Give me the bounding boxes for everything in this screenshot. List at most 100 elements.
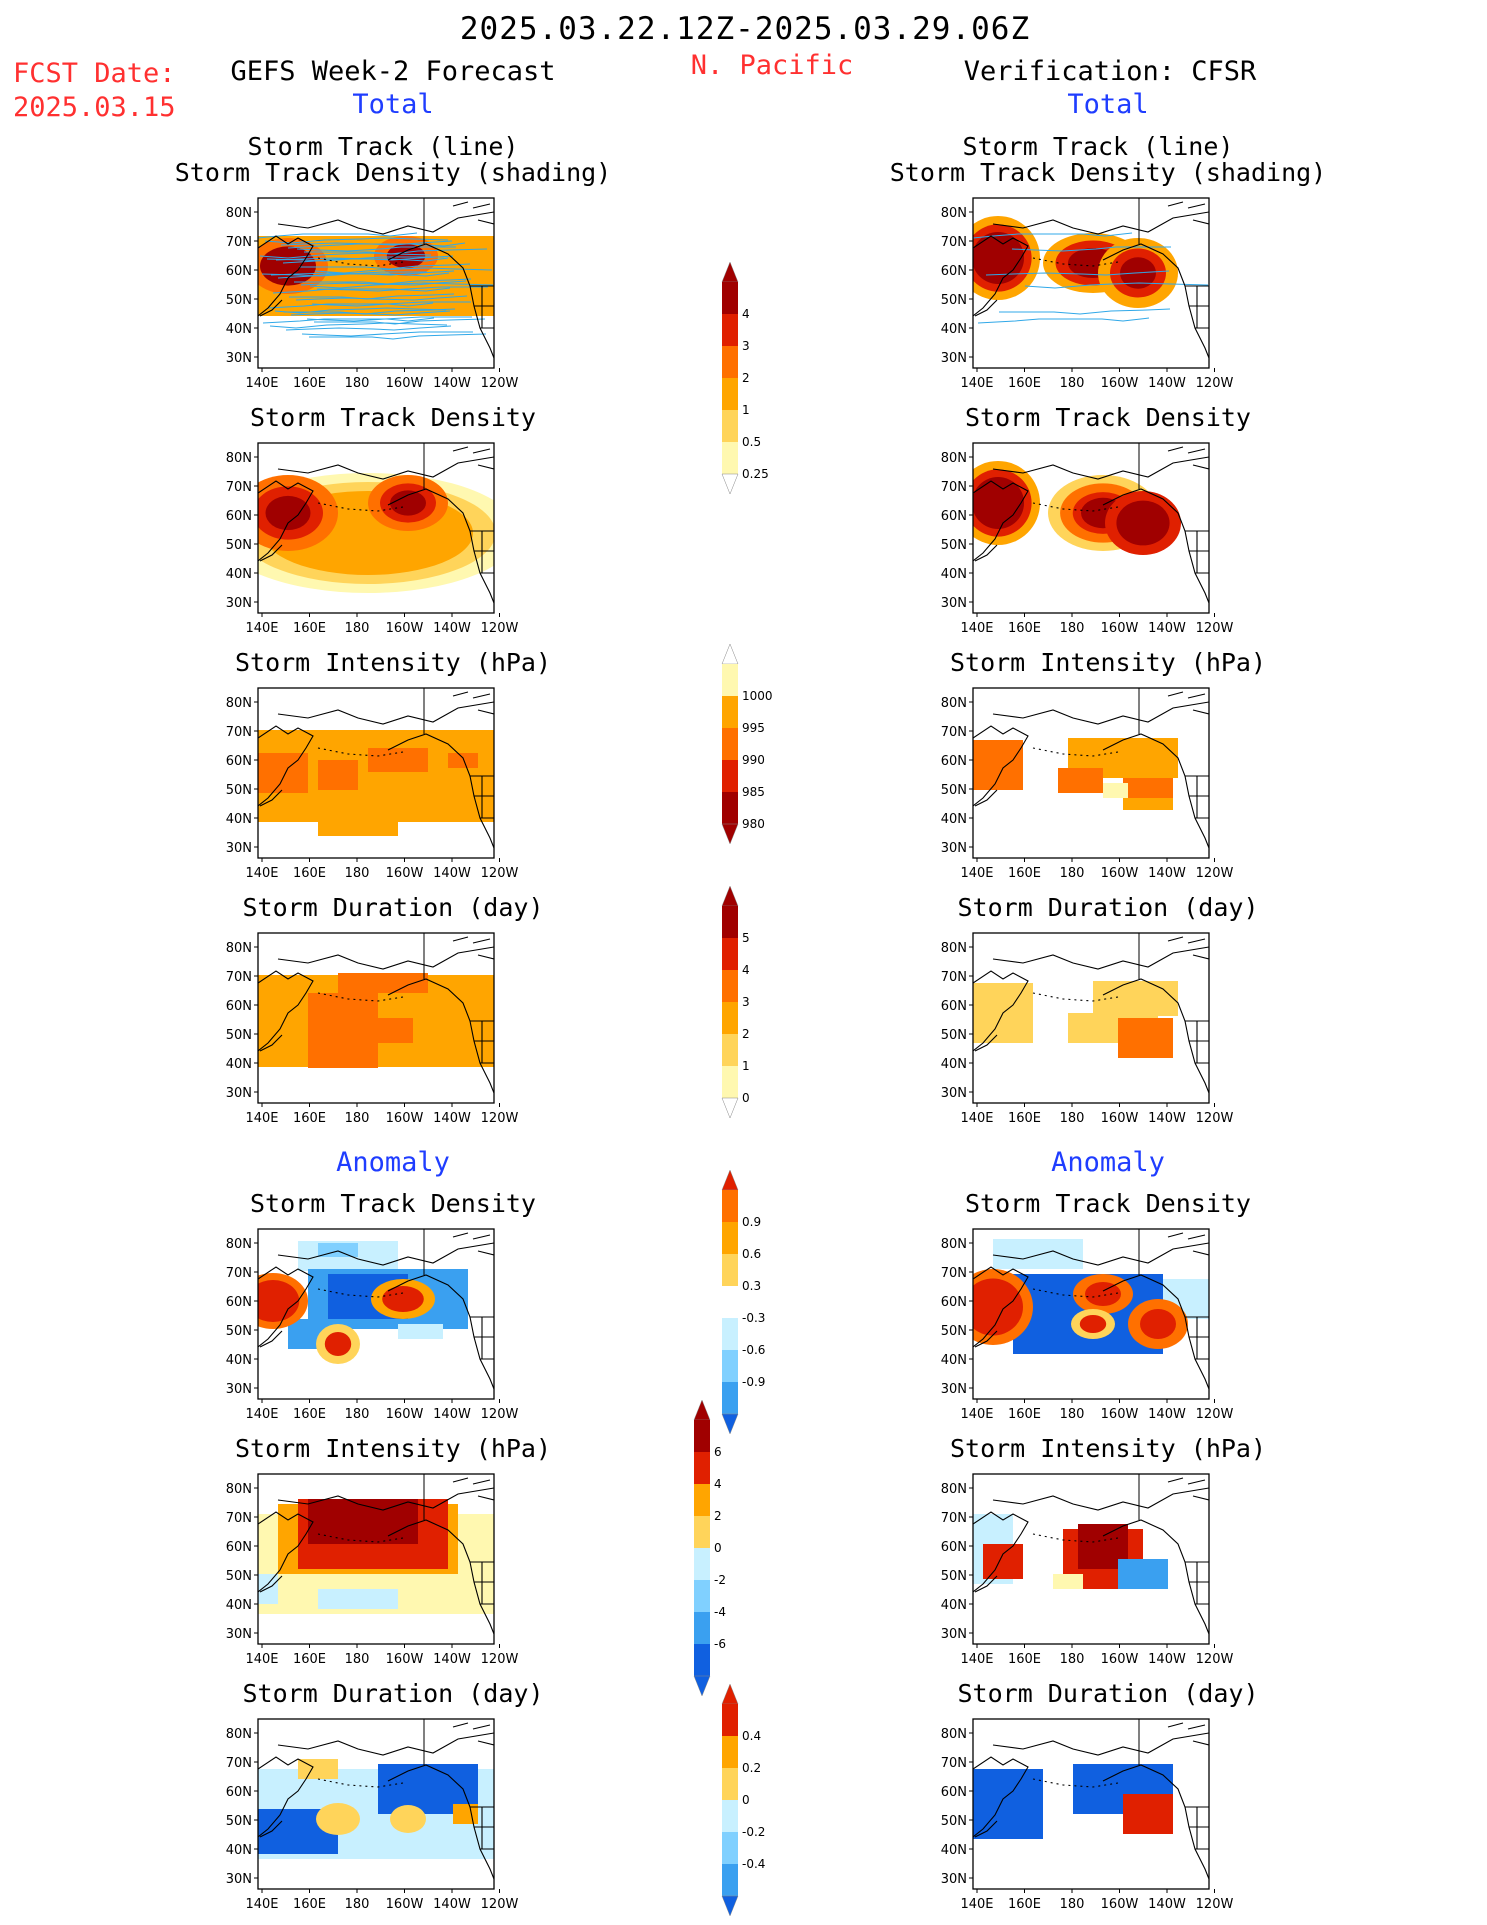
- colorbar-duration-anomaly: 0.4 0.2 0 -0.2 -0.4: [712, 1683, 792, 1920]
- lon-tick-label: 140E: [960, 1111, 993, 1125]
- arctic-coastline: [992, 946, 1209, 970]
- lat-tick-label: 50N: [226, 1569, 252, 1584]
- arctic-islands: [452, 691, 494, 715]
- storm-track-line: [296, 246, 456, 252]
- storm-track-line: [264, 237, 449, 244]
- anomaly-blob: [324, 1332, 352, 1356]
- us-state-lines: [1189, 776, 1209, 819]
- lon-tick-label: 160E: [1008, 1111, 1041, 1125]
- lat-tick-label: 70N: [941, 970, 967, 985]
- lon-tick-label: 160E: [293, 866, 326, 880]
- lon-tick-label: 140W: [433, 866, 471, 880]
- colorbar-top-arrow: [721, 1169, 739, 1191]
- arctic-islands: [1167, 446, 1209, 470]
- lon-tick-label: 180: [345, 376, 370, 390]
- map-frame: [257, 1228, 495, 1400]
- anomaly-blob: [382, 1286, 424, 1312]
- colorbar-label: 1: [742, 403, 750, 417]
- aleutian-islands: [1032, 1533, 1119, 1543]
- north-america-coastline: [387, 733, 494, 849]
- intensity-cell: [448, 753, 478, 768]
- colorbar-segment: [694, 1420, 710, 1452]
- colorbar-label: 0.9: [742, 1215, 761, 1229]
- lat-tick-label: 40N: [226, 1843, 252, 1858]
- map-duration-left: 80N 70N 60N 50N 40N 30N 140E 160E 180 160W 140W 120…: [205, 925, 530, 1125]
- right-anomaly-label: Anomaly: [1051, 1147, 1165, 1178]
- map-density-left: 80N 70N 60N 50N 40N 30N 140E 160E 180 160W 140W 120…: [205, 435, 530, 635]
- right-total-label: Total: [1067, 89, 1149, 120]
- storm-track-line: [285, 325, 452, 331]
- colorbar-segment: [722, 1222, 738, 1254]
- duration-anom-cell: [453, 1804, 478, 1824]
- lon-tick-label: 140W: [433, 1111, 471, 1125]
- lat-tick-label: 70N: [226, 725, 252, 740]
- colorbar-label: 0.25: [742, 467, 769, 481]
- japan-coastline: [259, 1575, 283, 1593]
- aleutian-islands: [317, 257, 404, 267]
- title-track-line-right: Storm Track (line): [962, 132, 1234, 161]
- map-frame: [257, 687, 495, 859]
- title-duration-anom-right: Storm Duration (day): [957, 1679, 1259, 1708]
- storm-track-line: [272, 287, 451, 294]
- arctic-islands: [1167, 691, 1209, 715]
- arctic-islands: [452, 936, 494, 960]
- lon-tick-label: 140E: [245, 1652, 278, 1666]
- lon-tick-label: 180: [1060, 376, 1085, 390]
- us-state-lines: [474, 286, 494, 329]
- lon-tick-label: 140W: [433, 621, 471, 635]
- lat-tick-label: 70N: [941, 1266, 967, 1281]
- lon-tick-label: 160E: [1008, 1407, 1041, 1421]
- lon-tick-label: 140E: [245, 866, 278, 880]
- lon-tick-label: 140E: [960, 1652, 993, 1666]
- lat-tick-label: 50N: [226, 293, 252, 308]
- arctic-coastline: [277, 946, 494, 970]
- lon-tick-label: 180: [345, 1897, 370, 1911]
- north-america-coastline: [387, 488, 494, 604]
- colorbar-bottom-arrow: [721, 1097, 739, 1119]
- map-track-right: 80N 70N 60N 50N 40N 30N 140E 160E 180 160W 140W 120…: [920, 190, 1245, 390]
- japan-coastline: [974, 544, 998, 562]
- intensity-cell: [318, 818, 398, 836]
- lat-tick-label: 30N: [226, 1086, 252, 1101]
- aleutian-islands: [317, 502, 404, 512]
- lon-tick-label: 140W: [1148, 376, 1186, 390]
- japan-coastline: [974, 1820, 998, 1838]
- storm-track-line: [314, 318, 486, 325]
- title-density-anom-left: Storm Track Density: [250, 1189, 536, 1218]
- lat-tick-label: 40N: [941, 1057, 967, 1072]
- lat-tick-label: 30N: [226, 1627, 252, 1642]
- storm-track-line: [258, 232, 418, 239]
- lon-tick-label: 140W: [433, 376, 471, 390]
- lat-tick-label: 30N: [941, 1086, 967, 1101]
- duration-cell: [378, 1018, 413, 1043]
- lat-tick-label: 60N: [941, 1295, 967, 1310]
- north-america-coastline: [387, 1764, 494, 1880]
- title-track-line-left: Storm Track (line): [247, 132, 519, 161]
- lat-tick-label: 30N: [941, 1382, 967, 1397]
- duration-anom-blob: [316, 1803, 360, 1835]
- lon-tick-label: 140W: [1148, 1111, 1186, 1125]
- lat-tick-label: 40N: [226, 812, 252, 827]
- storm-track-line: [269, 322, 448, 329]
- colorbar-segment: [722, 696, 738, 728]
- duration-anom-cell: [1123, 1794, 1173, 1834]
- lon-tick-label: 160W: [386, 1652, 424, 1666]
- lat-tick-label: 40N: [226, 1057, 252, 1072]
- anomaly-cell: [993, 1239, 1083, 1269]
- asia-coastline: [258, 480, 314, 562]
- lon-tick-label: 160E: [1008, 621, 1041, 635]
- lat-tick-label: 70N: [941, 1511, 967, 1526]
- arctic-coastline: [277, 1487, 494, 1511]
- map-frame: [972, 687, 1210, 859]
- lat-tick-label: 80N: [941, 1237, 967, 1252]
- lat-tick-label: 80N: [941, 1727, 967, 1742]
- lat-tick-label: 30N: [226, 351, 252, 366]
- colorbar-top-arrow: [721, 643, 739, 665]
- colorbar-label: 0.6: [742, 1247, 761, 1261]
- asia-coastline: [973, 725, 1029, 807]
- lon-tick-label: 140E: [245, 1111, 278, 1125]
- lat-tick-label: 70N: [226, 970, 252, 985]
- lat-tick-label: 30N: [941, 351, 967, 366]
- intensity-cell: [318, 760, 358, 790]
- map-frame: [972, 442, 1210, 614]
